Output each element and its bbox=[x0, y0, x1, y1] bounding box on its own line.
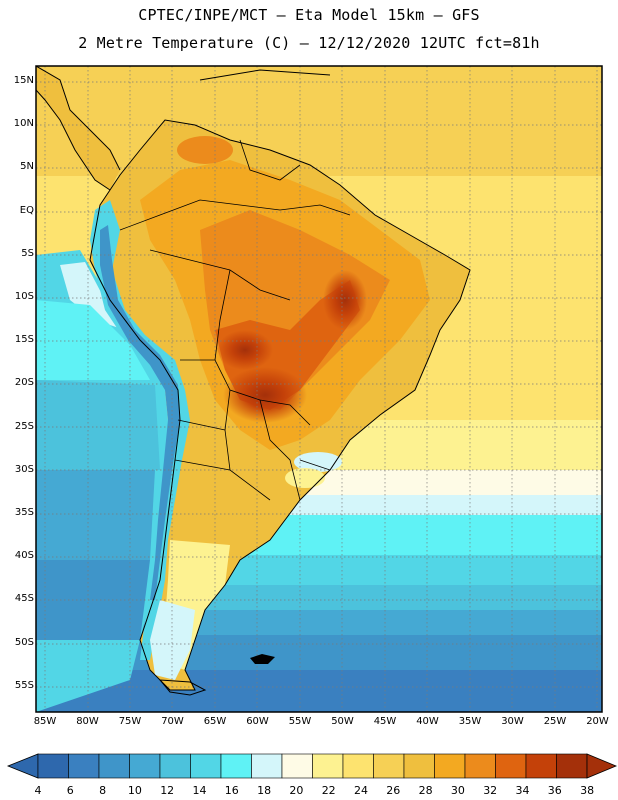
coastline bbox=[36, 66, 471, 691]
lat-label: 10N bbox=[13, 118, 34, 130]
andes-core-cold bbox=[100, 225, 180, 600]
lat-label: 30S bbox=[14, 463, 34, 475]
lon-label: 35W bbox=[458, 716, 482, 727]
colorbar-label: 8 bbox=[99, 784, 107, 797]
lat-label: 15S bbox=[14, 334, 34, 346]
colorbar-label: 36 bbox=[547, 784, 562, 797]
pacific-band-16 bbox=[36, 300, 150, 380]
colorbar-label: 32 bbox=[483, 784, 498, 797]
map-frame bbox=[35, 65, 603, 713]
colorbar-label: 30 bbox=[450, 784, 465, 797]
lon-label: 65W bbox=[203, 716, 227, 727]
lon-label: 40W bbox=[416, 716, 439, 727]
colorbar-swatch bbox=[464, 753, 496, 779]
colorbar-swatch bbox=[342, 753, 374, 779]
colorbar-swatch bbox=[281, 753, 313, 779]
colorbar-label: 18 bbox=[257, 784, 272, 797]
lat-label: 20S bbox=[14, 377, 34, 389]
map-title-line2: 2 Metre Temperature (C) – 12/12/2020 12U… bbox=[78, 34, 540, 52]
colorbar-label: 38 bbox=[580, 784, 595, 797]
colorbar-label: 24 bbox=[354, 784, 368, 797]
colorbar-swatch bbox=[190, 753, 222, 779]
lon-label: 25W bbox=[543, 716, 567, 727]
hot-core-west-brazil bbox=[223, 367, 307, 423]
lon-label: 80W bbox=[76, 716, 99, 727]
lat-label: EQ bbox=[19, 204, 34, 216]
pacific-band-12 bbox=[36, 380, 160, 470]
lat-label: 45S bbox=[14, 593, 34, 605]
colorbar-swatch bbox=[373, 753, 405, 779]
colorbar-label: 4 bbox=[34, 784, 42, 797]
lat-label: 55S bbox=[14, 679, 34, 691]
colorbar-label: 12 bbox=[160, 784, 175, 797]
lat-label: 40S bbox=[14, 550, 34, 562]
colorbar-swatch bbox=[495, 753, 527, 779]
colorbar-swatch bbox=[403, 753, 435, 779]
lat-label: 10S bbox=[14, 291, 34, 302]
south-brazil-cool-spot bbox=[294, 452, 342, 472]
colorbar-label: 16 bbox=[224, 784, 239, 797]
colorbar-swatch bbox=[159, 753, 191, 779]
colorbar-label: 22 bbox=[321, 784, 336, 797]
tierra-del-fuego bbox=[158, 679, 207, 696]
colorbar bbox=[6, 753, 618, 779]
colorbar-label: 10 bbox=[127, 784, 142, 797]
colorbar-swatch bbox=[312, 753, 344, 779]
lon-label: 85W bbox=[33, 716, 57, 727]
colorbar-label: 20 bbox=[289, 784, 304, 797]
country-borders bbox=[119, 139, 351, 501]
hot-core-north bbox=[177, 136, 233, 164]
lat-label: 25S bbox=[14, 420, 34, 432]
triangle-right-icon bbox=[586, 753, 618, 779]
lat-label: 35S bbox=[14, 507, 34, 518]
colorbar-label: 14 bbox=[192, 784, 207, 797]
map-field bbox=[36, 66, 602, 712]
colorbar-swatch bbox=[220, 753, 252, 779]
colorbar-label: 34 bbox=[515, 784, 530, 797]
hot-core-east bbox=[323, 270, 367, 330]
lon-label: 50W bbox=[331, 716, 354, 727]
falkland-islands bbox=[250, 654, 275, 664]
colorbar-label: 26 bbox=[386, 784, 401, 797]
colorbar-swatch bbox=[556, 753, 588, 779]
lat-label: 5S bbox=[21, 247, 34, 259]
colorbar-swatch bbox=[434, 753, 466, 779]
patagonia-cool bbox=[150, 600, 195, 680]
colorbar-label: 28 bbox=[418, 784, 433, 797]
colorbar-swatch bbox=[129, 753, 161, 779]
colorbar-swatch bbox=[98, 753, 130, 779]
colorbar-swatch bbox=[251, 753, 283, 779]
lon-label: 75W bbox=[118, 716, 142, 727]
lat-label: 5N bbox=[20, 161, 34, 173]
lon-label: 60W bbox=[246, 716, 269, 727]
hot-core-central bbox=[217, 330, 273, 370]
colorbar-swatch bbox=[68, 753, 100, 779]
lat-label: 15N bbox=[13, 75, 34, 86]
south-brazil-mild-spot bbox=[285, 468, 325, 488]
lon-label: 30W bbox=[501, 716, 524, 727]
colorbar-swatch bbox=[525, 753, 557, 779]
pacific-band-10 bbox=[36, 470, 155, 560]
lon-label: 45W bbox=[373, 716, 397, 727]
colorbar-swatch bbox=[37, 753, 69, 779]
central-america-land bbox=[36, 66, 120, 190]
lon-label: 20W bbox=[586, 716, 609, 727]
ocean-atlantic-26 bbox=[420, 66, 602, 106]
map-title-line1: CPTEC/INPE/MCT – Eta Model 15km – GFS bbox=[138, 6, 480, 24]
triangle-left-icon bbox=[6, 753, 39, 779]
lon-label: 70W bbox=[161, 716, 184, 727]
lat-label: 50S bbox=[14, 636, 34, 648]
lon-label: 55W bbox=[288, 716, 312, 727]
colorbar-label: 6 bbox=[66, 784, 74, 797]
